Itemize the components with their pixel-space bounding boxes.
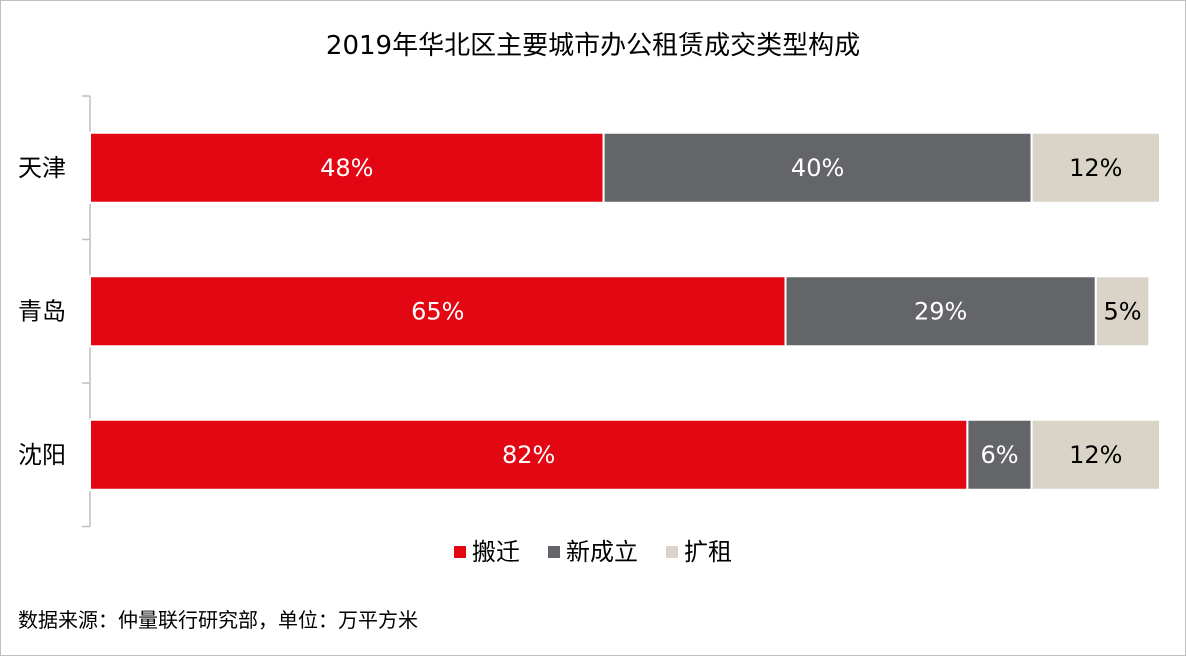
data-label: 6% — [980, 441, 1018, 469]
legend-item: 搬迁 — [454, 536, 520, 568]
chart-title: 2019年华北区主要城市办公租赁成交类型构成 — [325, 31, 861, 61]
legend-swatch — [454, 546, 466, 558]
source-note: 数据来源：仲量联行研究部，单位：万平方米 — [18, 608, 418, 632]
category-label: 沈阳 — [18, 441, 66, 469]
legend-label: 扩租 — [684, 538, 732, 566]
bar-segment — [89, 418, 969, 491]
bar-segment — [784, 275, 1097, 348]
category-label: 天津 — [18, 154, 66, 182]
data-label: 40% — [791, 154, 844, 182]
bar-segment — [1030, 131, 1161, 204]
category-label: 青岛 — [18, 297, 66, 325]
data-label: 65% — [411, 297, 464, 325]
data-label: 29% — [914, 297, 967, 325]
bar-segment — [966, 418, 1033, 491]
data-label: 5% — [1104, 297, 1142, 325]
legend: 搬迁 新成立 扩租 — [0, 536, 1186, 568]
legend-label: 搬迁 — [472, 538, 520, 566]
data-label: 12% — [1069, 441, 1122, 469]
bar-segment — [1094, 275, 1151, 348]
data-label: 82% — [502, 441, 555, 469]
legend-item: 扩租 — [666, 536, 732, 568]
legend-label: 新成立 — [566, 538, 638, 566]
data-label: 12% — [1069, 154, 1122, 182]
legend-swatch — [666, 546, 678, 558]
legend-item: 新成立 — [548, 536, 638, 568]
data-label: 48% — [320, 154, 373, 182]
bar-segment — [1030, 418, 1161, 491]
legend-swatch — [548, 546, 560, 558]
bar-segment — [89, 131, 605, 204]
